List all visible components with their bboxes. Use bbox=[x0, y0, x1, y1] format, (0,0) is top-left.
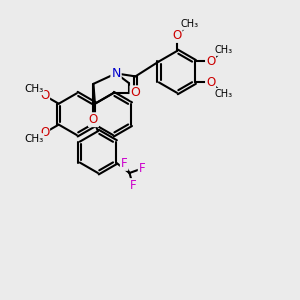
Text: F: F bbox=[139, 162, 145, 175]
Text: F: F bbox=[121, 157, 128, 170]
Text: O: O bbox=[172, 29, 182, 42]
Text: CH₃: CH₃ bbox=[215, 89, 233, 99]
Text: O: O bbox=[40, 126, 49, 139]
Text: CH₃: CH₃ bbox=[24, 84, 44, 94]
Text: O: O bbox=[89, 113, 98, 126]
Text: O: O bbox=[40, 89, 49, 102]
Text: N: N bbox=[111, 67, 121, 80]
Text: F: F bbox=[130, 179, 136, 192]
Text: O: O bbox=[206, 55, 215, 68]
Text: O: O bbox=[206, 76, 215, 89]
Text: O: O bbox=[130, 86, 140, 99]
Text: CH₃: CH₃ bbox=[24, 134, 44, 144]
Text: CH₃: CH₃ bbox=[181, 19, 199, 29]
Text: CH₃: CH₃ bbox=[215, 45, 233, 55]
